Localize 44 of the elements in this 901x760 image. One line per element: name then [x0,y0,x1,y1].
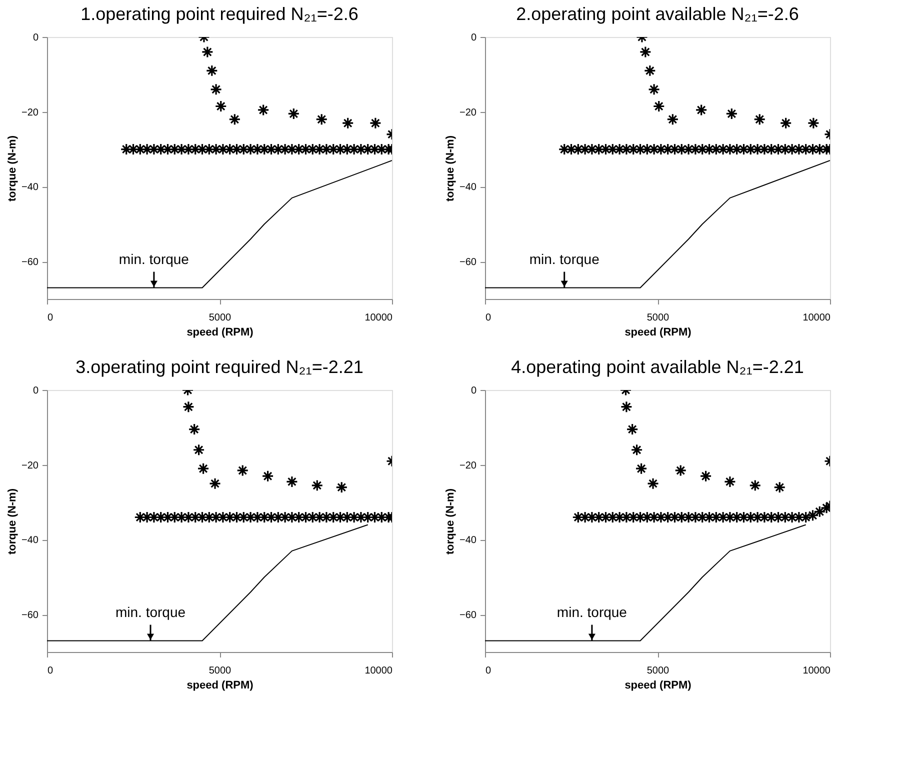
y-axis-title: torque (N-m) [6,135,19,202]
chart-title: 4.operating point available N₂₁=-2.21 [511,357,804,377]
x-tick-label: 10000 [364,312,393,324]
x-axis-title: speed (RPM) [186,326,254,338]
x-tick-label: 10000 [364,666,393,676]
x-tick-label: 5000 [646,312,670,324]
x-axis-title: speed (RPM) [624,326,692,338]
annotation: min. torque [118,250,190,267]
y-tick-label: −40 [460,182,477,194]
chart-title: 3.operating point required N₂₁=-2.21 [76,357,364,377]
x-tick-label: 5000 [646,666,670,676]
x-axis-title: speed (RPM) [624,680,692,692]
y-tick-label: −60 [22,257,39,268]
x-tick-label: 10000 [802,666,831,676]
y-tick-label: −60 [460,257,477,268]
y-tick-label: 0 [470,32,477,44]
y-tick-label: −40 [22,182,39,194]
x-tick-label: 5000 [208,312,232,324]
y-tick-label: −40 [22,535,39,546]
y-tick-label: −20 [22,460,39,472]
y-axis-title: torque (N-m) [444,135,457,202]
y-axis-title: torque (N-m) [444,488,457,554]
chart-title: 1.operating point required N₂₁=-2.6 [80,4,358,24]
y-axis-title: torque (N-m) [6,488,19,554]
y-tick-label: −60 [460,610,477,622]
annotation: min. torque [115,604,186,620]
x-tick-label: 0 [486,666,492,676]
x-tick-label: 10000 [802,312,831,324]
x-tick-label: 0 [48,312,54,324]
x-tick-label: 5000 [208,666,232,676]
chart-title: 2.operating point available N₂₁=-2.6 [516,4,799,24]
y-tick-label: 0 [32,386,39,396]
x-tick-label: 0 [48,666,54,676]
y-tick-label: −40 [460,535,477,546]
x-axis-title: speed (RPM) [186,680,254,692]
y-tick-label: 0 [470,386,477,396]
x-tick-label: 0 [486,312,492,324]
annotation: min. torque [556,604,628,620]
annotation: min. torque [529,250,600,267]
y-tick-label: −20 [460,107,477,118]
y-tick-label: −20 [460,460,477,472]
y-tick-label: −60 [22,610,39,622]
y-tick-label: 0 [32,32,39,44]
y-tick-label: −20 [22,107,39,118]
